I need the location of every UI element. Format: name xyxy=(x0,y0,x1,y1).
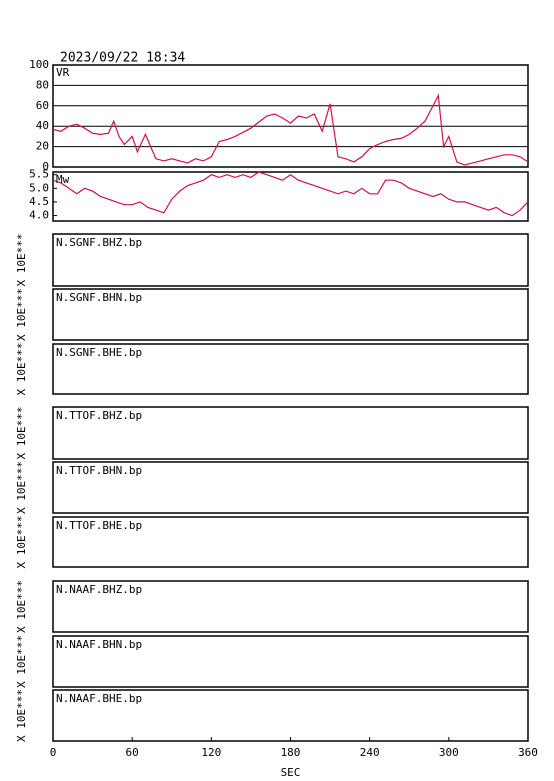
plot-title: 2023/09/22 18:34 xyxy=(60,51,185,66)
trace-label: N.TTOF.BHE.bp xyxy=(56,519,142,532)
trace-y-label: X 10E*** xyxy=(15,343,28,396)
trace-y-label: X 10E*** xyxy=(15,288,28,341)
y-tick-label: 60 xyxy=(36,99,49,112)
panel-frame xyxy=(52,64,529,168)
trace-panel xyxy=(52,406,529,460)
data-line xyxy=(52,93,529,166)
panel-label: VR xyxy=(56,66,70,79)
trace-y-label: X 10E*** xyxy=(15,689,28,742)
trace-panel xyxy=(52,635,529,688)
x-tick-label: 60 xyxy=(126,746,139,759)
trace-panel xyxy=(52,288,529,341)
trace-label: N.SGNF.BHN.bp xyxy=(56,291,142,304)
trace-y-label: X 10E*** xyxy=(15,461,28,514)
x-tick-label: 0 xyxy=(50,746,57,759)
x-axis-label: SEC xyxy=(281,766,301,779)
data-line xyxy=(52,171,529,217)
y-tick-label: 80 xyxy=(36,78,49,91)
trace-label: N.SGNF.BHE.bp xyxy=(56,346,142,359)
trace-label: N.NAAF.BHN.bp xyxy=(56,638,142,651)
trace-y-label: X 10E*** xyxy=(15,516,28,569)
trace-y-label: X 10E*** xyxy=(15,635,28,688)
y-tick-label: 5.5 xyxy=(29,168,49,181)
y-tick-label: 20 xyxy=(36,140,49,153)
trace-label: N.TTOF.BHZ.bp xyxy=(56,409,142,422)
y-tick-label: 40 xyxy=(36,119,49,132)
panel-label: Mw xyxy=(56,173,70,186)
trace-label: N.SGNF.BHZ.bp xyxy=(56,236,142,249)
trace-panel xyxy=(52,461,529,514)
y-tick-label: 4.5 xyxy=(29,195,49,208)
y-tick-label: 100 xyxy=(29,58,49,71)
y-tick-label: 5.0 xyxy=(29,181,49,194)
y-tick-label: 4.0 xyxy=(29,209,49,222)
panel-frame xyxy=(52,171,529,222)
x-tick-label: 240 xyxy=(360,746,380,759)
trace-panel xyxy=(52,516,529,568)
trace-panel xyxy=(52,580,529,633)
trace-label: N.NAAF.BHZ.bp xyxy=(56,583,142,596)
trace-y-label: X 10E*** xyxy=(15,234,28,287)
x-tick-label: 300 xyxy=(439,746,459,759)
trace-panel xyxy=(52,233,529,287)
x-tick-label: 180 xyxy=(281,746,301,759)
x-tick-label: 360 xyxy=(518,746,538,759)
trace-y-label: X 10E*** xyxy=(15,580,28,633)
trace-label: N.TTOF.BHN.bp xyxy=(56,464,142,477)
y-tick-label: 0 xyxy=(42,160,49,173)
trace-label: N.NAAF.BHE.bp xyxy=(56,692,142,705)
trace-panel xyxy=(52,343,529,395)
trace-y-label: X 10E*** xyxy=(15,407,28,460)
x-tick-label: 120 xyxy=(201,746,221,759)
